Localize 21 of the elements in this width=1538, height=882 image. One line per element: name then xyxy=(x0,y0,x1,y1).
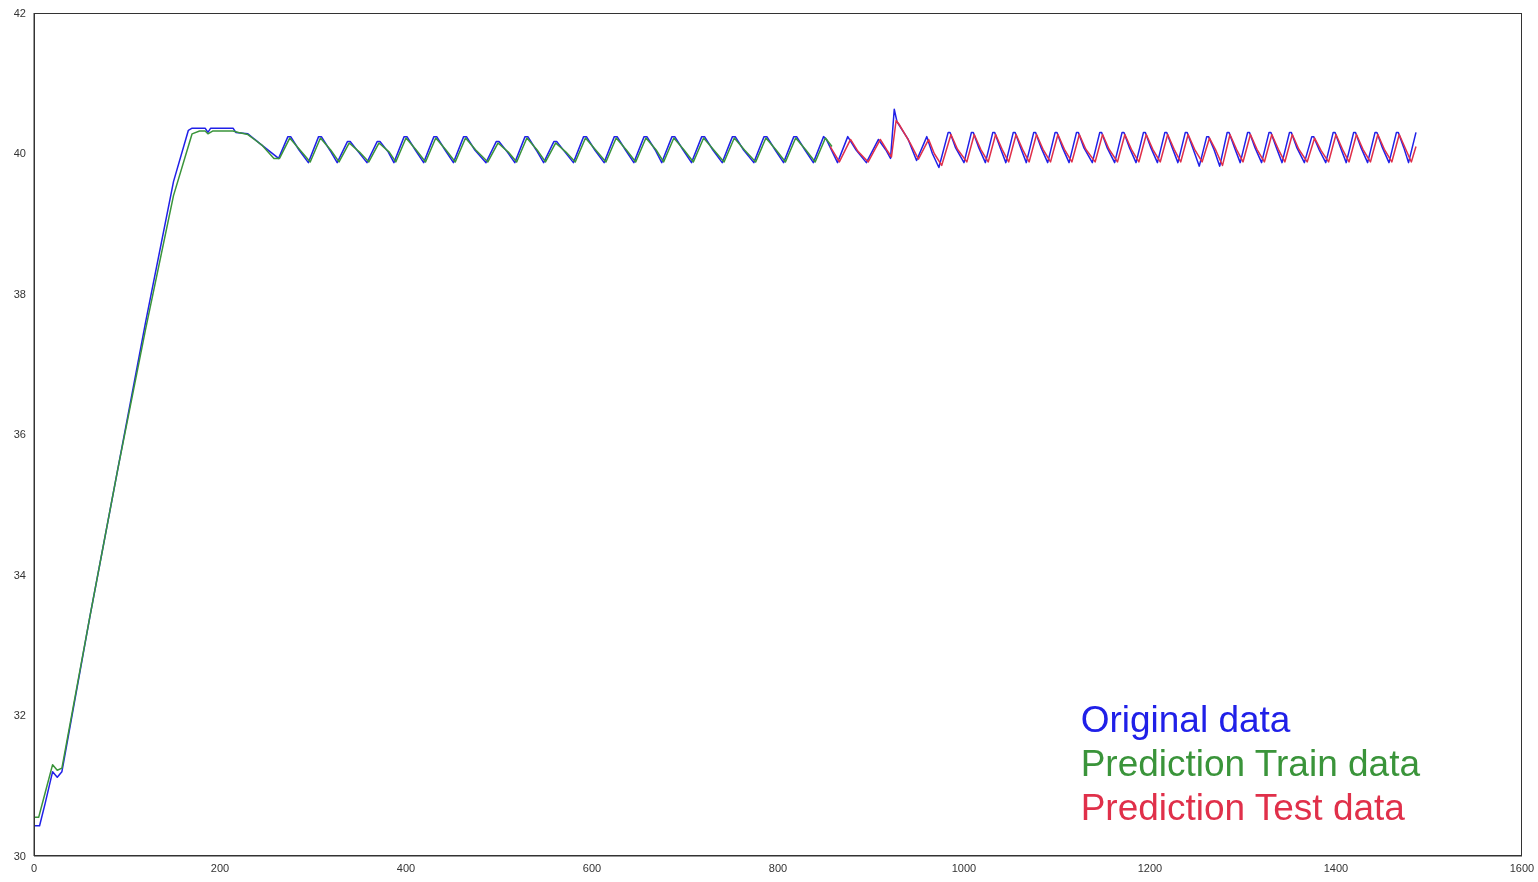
y-tick-label: 40 xyxy=(13,147,26,160)
y-tick-label: 32 xyxy=(13,709,26,722)
line-series xyxy=(829,119,1417,167)
y-tick-label: 36 xyxy=(13,428,26,441)
x-tick-label: 1600 xyxy=(1509,861,1535,874)
y-tick-label: 38 xyxy=(13,287,26,300)
text: Original data xyxy=(1080,698,1292,742)
x-tick-label: 200 xyxy=(210,861,230,874)
text: Prediction Train data xyxy=(1080,742,1420,786)
x-tick-label: 1400 xyxy=(1323,861,1349,874)
y-tick-label: 30 xyxy=(13,849,26,862)
x-tick-label: 1200 xyxy=(1137,861,1163,874)
y-tick-label: 34 xyxy=(13,568,26,581)
x-tick-label: 0 xyxy=(30,861,38,874)
x-tick-label: 600 xyxy=(582,861,602,874)
text: Prediction Test data xyxy=(1080,786,1406,830)
y-tick-label: 42 xyxy=(13,6,26,19)
line-series xyxy=(34,130,833,819)
x-tick-label: 800 xyxy=(768,861,788,874)
x-tick-label: 1000 xyxy=(951,861,977,874)
x-tick-label: 400 xyxy=(396,861,416,874)
